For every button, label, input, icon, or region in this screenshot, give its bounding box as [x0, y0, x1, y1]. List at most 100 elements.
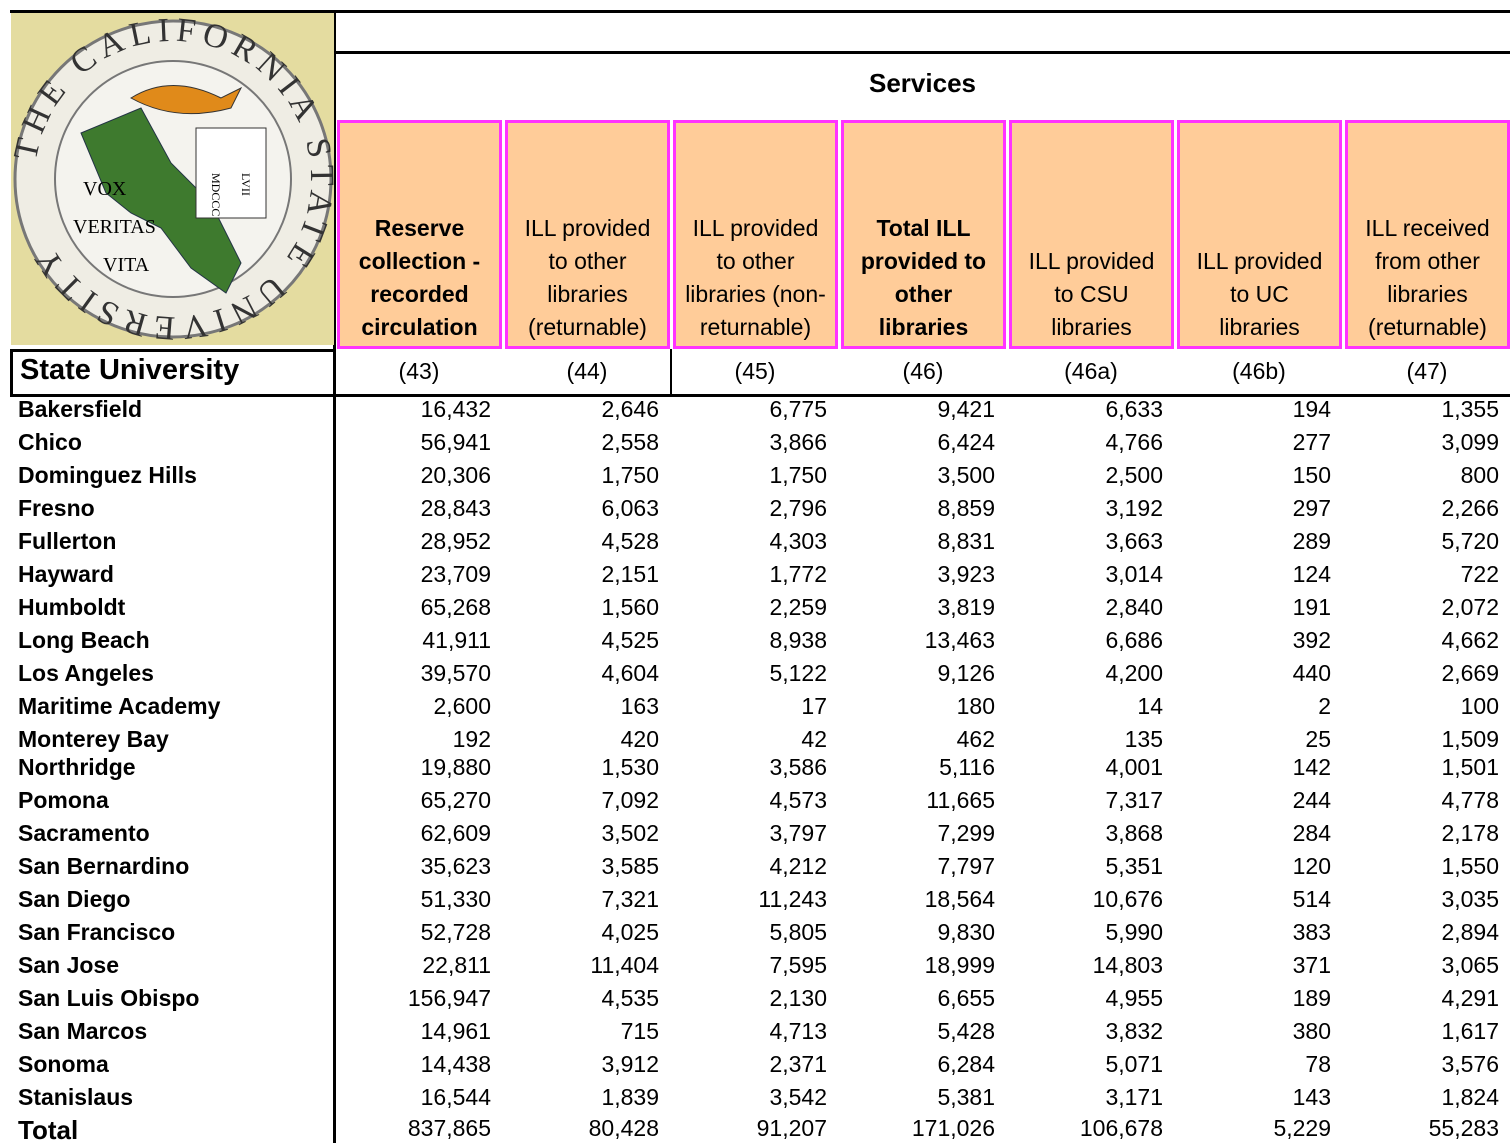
cell: 124: [1292, 561, 1331, 587]
header-line: libraries: [878, 314, 969, 340]
cell: 143: [1292, 1084, 1331, 1110]
cell: 6,063: [601, 495, 659, 521]
cell: 9,126: [937, 660, 995, 686]
cell: 23,709: [420, 561, 491, 587]
cell: 383: [1292, 919, 1331, 945]
cell: 1,560: [601, 594, 659, 620]
cell: 1,824: [1441, 1084, 1499, 1110]
cell: 8,859: [937, 495, 995, 521]
cell: 142: [1292, 754, 1331, 780]
cell: 163: [620, 693, 659, 719]
cell: 28,843: [420, 495, 491, 521]
row-name: Humboldt: [18, 594, 126, 620]
header-line: ILL provided: [524, 215, 651, 241]
column-header: ILL received from other libraries (returnab…: [1345, 120, 1510, 349]
row-name: Bakersfield: [18, 396, 143, 422]
cell: 7,595: [769, 952, 827, 978]
cell: 3,912: [601, 1051, 659, 1077]
column-code: (45): [734, 358, 776, 384]
cell: 28,952: [420, 528, 491, 554]
cell: 1,617: [1441, 1018, 1499, 1044]
cell: 1,839: [601, 1084, 659, 1110]
header-line: ILL provided: [692, 215, 819, 241]
cell: 4,525: [601, 627, 659, 653]
cell: 18,999: [924, 952, 995, 978]
cell: 3,585: [601, 853, 659, 879]
cell: 800: [1460, 462, 1499, 488]
cell: 62,609: [420, 820, 491, 846]
cell: 14,803: [1092, 952, 1163, 978]
cell: 180: [956, 693, 995, 719]
cell: 16,432: [420, 396, 491, 422]
cell: 1,772: [769, 561, 827, 587]
cell: 6,633: [1105, 396, 1163, 422]
cell: 9,421: [937, 396, 995, 422]
cell: 277: [1292, 429, 1331, 455]
cell: 3,663: [1105, 528, 1163, 554]
cell: 14,438: [420, 1051, 491, 1077]
row-name: Long Beach: [18, 627, 150, 653]
cell: 18,564: [924, 886, 995, 912]
row-name: Hayward: [18, 561, 114, 587]
row-header-box: [10, 349, 336, 397]
cell: 4,535: [601, 985, 659, 1011]
cell: 39,570: [420, 660, 491, 686]
cell: 4,200: [1105, 660, 1163, 686]
row-name: Monterey Bay: [18, 726, 169, 752]
cell: 837,865: [407, 1115, 491, 1141]
column-code: (43): [398, 358, 440, 384]
header-line: collection -: [358, 248, 481, 274]
column-code: (46): [902, 358, 944, 384]
header-line: to other: [716, 248, 795, 274]
row-name: Fresno: [18, 495, 95, 521]
header-line: (returnable): [528, 314, 647, 340]
cell: 1,501: [1441, 754, 1499, 780]
cell: 11,665: [926, 787, 995, 813]
cell: 16,544: [420, 1084, 491, 1110]
cell: 150: [1292, 462, 1331, 488]
cell: 3,502: [601, 820, 659, 846]
cell: 191: [1292, 594, 1331, 620]
row-name: Fullerton: [18, 528, 117, 554]
cell: 65,268: [420, 594, 491, 620]
column-code: (47): [1406, 358, 1448, 384]
column-code: (46a): [1064, 358, 1118, 384]
column-code: (46b): [1232, 358, 1286, 384]
row-name: Northridge: [18, 754, 136, 780]
logo: THE CALIFORNIA STATE UNIVERSITY MDCCC LV…: [11, 13, 334, 345]
cell: 2,500: [1105, 462, 1163, 488]
cell: 6,284: [937, 1051, 995, 1077]
cell: 156,947: [407, 985, 491, 1011]
cell: 2: [1318, 693, 1331, 719]
cell: 8,831: [937, 528, 995, 554]
cell: 2,840: [1105, 594, 1163, 620]
motto: VOX: [83, 178, 127, 200]
cell: 4,291: [1441, 985, 1499, 1011]
cell: 194: [1292, 396, 1331, 422]
cell: 13,463: [924, 627, 995, 653]
cell: 3,832: [1105, 1018, 1163, 1044]
cell: 1,530: [601, 754, 659, 780]
cell: 4,713: [769, 1018, 827, 1044]
cell: 715: [620, 1018, 659, 1044]
cell: 3,819: [937, 594, 995, 620]
header-line: libraries: [1051, 314, 1132, 340]
cell: 11,243: [758, 886, 827, 912]
column-header: Total ILL provided to other libraries: [841, 120, 1006, 349]
cell: 2,646: [601, 396, 659, 422]
cell: 4,528: [601, 528, 659, 554]
cell: 4,303: [769, 528, 827, 554]
row-name: Maritime Academy: [18, 693, 221, 719]
row-header: State University: [20, 354, 240, 386]
cell: 14: [1137, 693, 1163, 719]
header-line: libraries: [1219, 314, 1300, 340]
cell: 284: [1292, 820, 1331, 846]
cell: 2,130: [769, 985, 827, 1011]
cell: 192: [452, 726, 491, 752]
cell: 42: [801, 726, 827, 752]
cell: 5,428: [937, 1018, 995, 1044]
row-name: Stanislaus: [18, 1084, 134, 1110]
cell: 52,728: [420, 919, 491, 945]
cell: 3,065: [1441, 952, 1499, 978]
cell: 2,894: [1441, 919, 1499, 945]
